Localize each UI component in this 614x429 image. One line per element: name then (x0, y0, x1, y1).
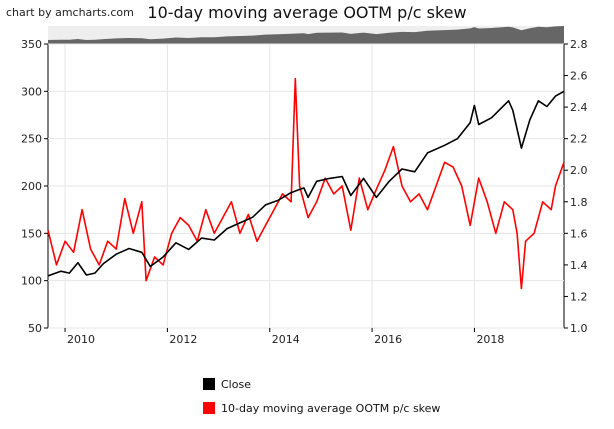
x-axis-tick-label: 2014 (272, 333, 300, 346)
legend: Close 10-day moving average OOTM p/c ske… (203, 378, 440, 415)
left-axis-tick-label: 200 (21, 180, 42, 193)
legend-label-close: Close (221, 378, 251, 391)
x-axis-tick-label: 2018 (476, 333, 504, 346)
right-axis-tick-label: 1.2 (570, 290, 588, 303)
x-axis-tick-label: 2010 (67, 333, 95, 346)
right-axis-tick-label: 1.8 (570, 196, 588, 209)
legend-label-skew: 10-day moving average OOTM p/c skew (221, 402, 440, 415)
right-axis-tick-label: 1.6 (570, 227, 588, 240)
series-close-line[interactable] (47, 90, 565, 277)
left-axis-tick-label: 50 (28, 322, 42, 335)
left-axis: 50 100 150 200 250 300 350 (21, 38, 48, 335)
x-axis-tick-label: 2016 (374, 333, 402, 346)
left-axis-tick-label: 250 (21, 133, 42, 146)
right-axis: 1.0 1.2 1.4 1.6 1.8 2.0 2.2 2.4 2.6 2.8 (564, 38, 588, 335)
left-axis-tick-label: 150 (21, 227, 42, 240)
scrollbar-navigator[interactable] (48, 26, 564, 44)
right-axis-tick-label: 2.8 (570, 38, 588, 51)
x-axis-tick-label: 2012 (169, 333, 197, 346)
amcharts-credit-link[interactable]: chart by amcharts.com (6, 6, 134, 19)
right-axis-tick-label: 2.6 (570, 70, 588, 83)
legend-swatch-close (203, 378, 215, 390)
legend-item-skew[interactable]: 10-day moving average OOTM p/c skew (203, 402, 440, 415)
x-axis: 2010 2012 2014 2016 2018 (64, 328, 504, 346)
chart-title: 10-day moving average OOTM p/c skew (147, 3, 466, 22)
right-axis-tick-label: 2.2 (570, 133, 588, 146)
legend-item-close[interactable]: Close (203, 378, 251, 391)
legend-swatch-skew (203, 402, 215, 414)
right-axis-tick-label: 1.0 (570, 322, 588, 335)
left-axis-tick-label: 300 (21, 85, 42, 98)
left-axis-tick-label: 350 (21, 38, 42, 51)
right-axis-tick-label: 2.4 (570, 101, 588, 114)
left-axis-tick-label: 100 (21, 275, 42, 288)
right-axis-tick-label: 2.0 (570, 164, 588, 177)
right-axis-tick-label: 1.4 (570, 259, 588, 272)
series-skew-line[interactable] (47, 77, 565, 290)
navigator-close-area (48, 26, 564, 44)
